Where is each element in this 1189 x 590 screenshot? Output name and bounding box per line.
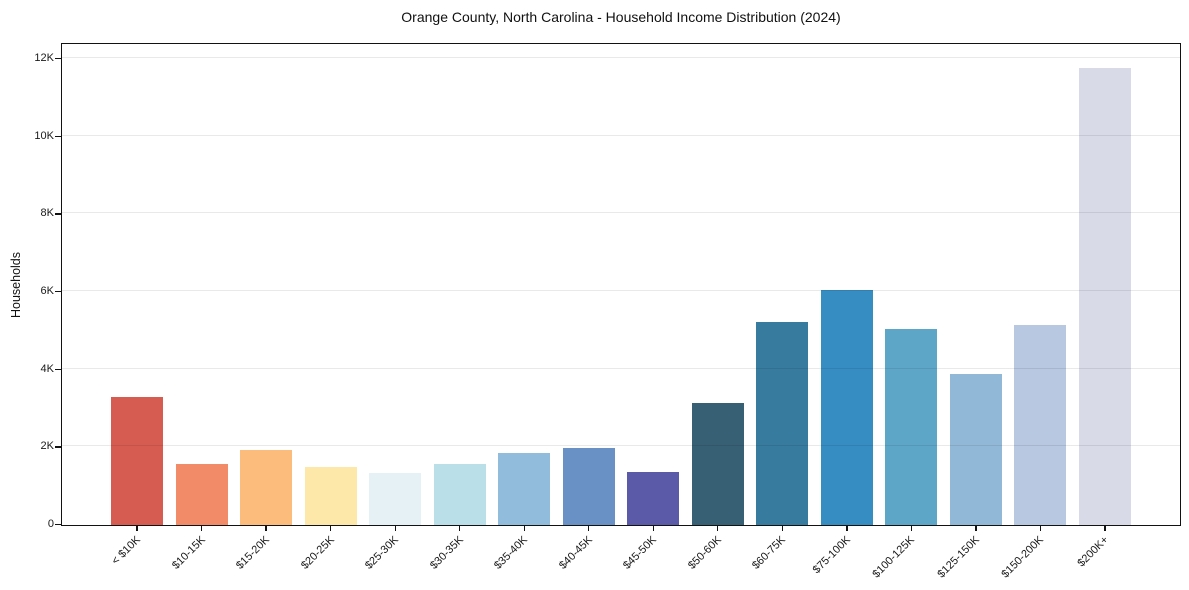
y-tick-label: 12K xyxy=(34,52,54,64)
bar-10-15k xyxy=(175,463,228,525)
bar-45-50k xyxy=(627,472,680,525)
x-tick-label: $125-150K xyxy=(935,533,982,580)
bar-150-200k xyxy=(1014,324,1067,525)
y-tick-label: 2K xyxy=(40,440,54,453)
x-tick-label: $25-30K xyxy=(363,533,401,572)
x-tick-mark xyxy=(200,524,203,531)
x-tick-mark xyxy=(846,524,848,531)
y-tick-label: 4K xyxy=(40,362,54,375)
chart-title: Orange County, North Carolina - Househol… xyxy=(401,9,841,25)
bar-200k+ xyxy=(1078,68,1131,525)
x-tick-mark xyxy=(1039,524,1042,531)
bar-30-35k xyxy=(433,464,486,525)
x-tick-mark xyxy=(717,524,719,531)
gridline xyxy=(62,367,1180,369)
y-tick-mark xyxy=(55,523,61,526)
bar-75-100k xyxy=(820,289,873,525)
x-tick-label: < $10K xyxy=(109,533,143,567)
x-tick-label: $10-15K xyxy=(169,533,208,572)
bar-60-75k xyxy=(756,321,809,525)
gridline xyxy=(62,212,1180,214)
y-tick-label: 0 xyxy=(47,518,54,530)
y-tick-mark xyxy=(55,290,61,293)
x-tick-mark xyxy=(652,524,654,531)
bar-50-60k xyxy=(691,403,744,525)
x-tick-mark xyxy=(910,524,913,531)
y-tick-mark xyxy=(55,213,61,215)
x-tick-label: $20-25K xyxy=(298,533,337,572)
y-tick-mark xyxy=(55,368,61,370)
x-tick-mark xyxy=(1104,524,1106,531)
gridline xyxy=(62,290,1180,291)
x-tick-label: $15-20K xyxy=(234,533,272,572)
x-tick-label: $60-75K xyxy=(750,533,789,572)
plot-area xyxy=(61,43,1181,526)
bar-40-45k xyxy=(562,448,615,525)
x-tick-mark xyxy=(975,524,977,531)
x-tick-mark xyxy=(329,524,332,531)
x-tick-mark xyxy=(459,524,461,531)
gridline xyxy=(62,445,1180,447)
bar-20-25k xyxy=(304,467,357,525)
x-tick-label: $45-50K xyxy=(621,533,660,572)
x-tick-mark xyxy=(588,524,590,531)
y-tick-label: 10K xyxy=(34,129,54,142)
x-tick-label: $40-45K xyxy=(556,533,595,572)
y-tick-mark xyxy=(55,135,61,137)
bar-125-150k xyxy=(949,374,1002,525)
x-tick-label: $75-100K xyxy=(810,533,853,576)
gridline xyxy=(62,57,1180,58)
x-tick-label: $200K+ xyxy=(1075,533,1111,569)
x-tick-mark xyxy=(781,524,783,531)
bar-35-40k xyxy=(498,452,551,525)
y-tick-label: 6K xyxy=(40,285,54,297)
x-tick-label: $100-125K xyxy=(870,533,918,580)
x-tick-mark xyxy=(523,524,525,531)
x-tick-label: $50-60K xyxy=(685,533,724,572)
x-tick-mark xyxy=(265,524,267,531)
x-tick-label: $30-35K xyxy=(427,533,466,572)
x-tick-label: $150-200K xyxy=(999,533,1047,580)
x-tick-mark xyxy=(136,524,138,531)
bar-100-125k xyxy=(885,328,938,525)
bar-25-30k xyxy=(369,473,422,525)
y-tick-mark xyxy=(55,57,61,60)
y-tick-label: 8K xyxy=(40,207,54,220)
x-tick-label: $35-40K xyxy=(492,533,531,572)
gridline xyxy=(62,134,1180,136)
x-tick-mark xyxy=(394,524,396,531)
bar-15-20k xyxy=(240,450,293,525)
y-tick-mark xyxy=(55,446,61,448)
bar-10k xyxy=(111,397,163,525)
